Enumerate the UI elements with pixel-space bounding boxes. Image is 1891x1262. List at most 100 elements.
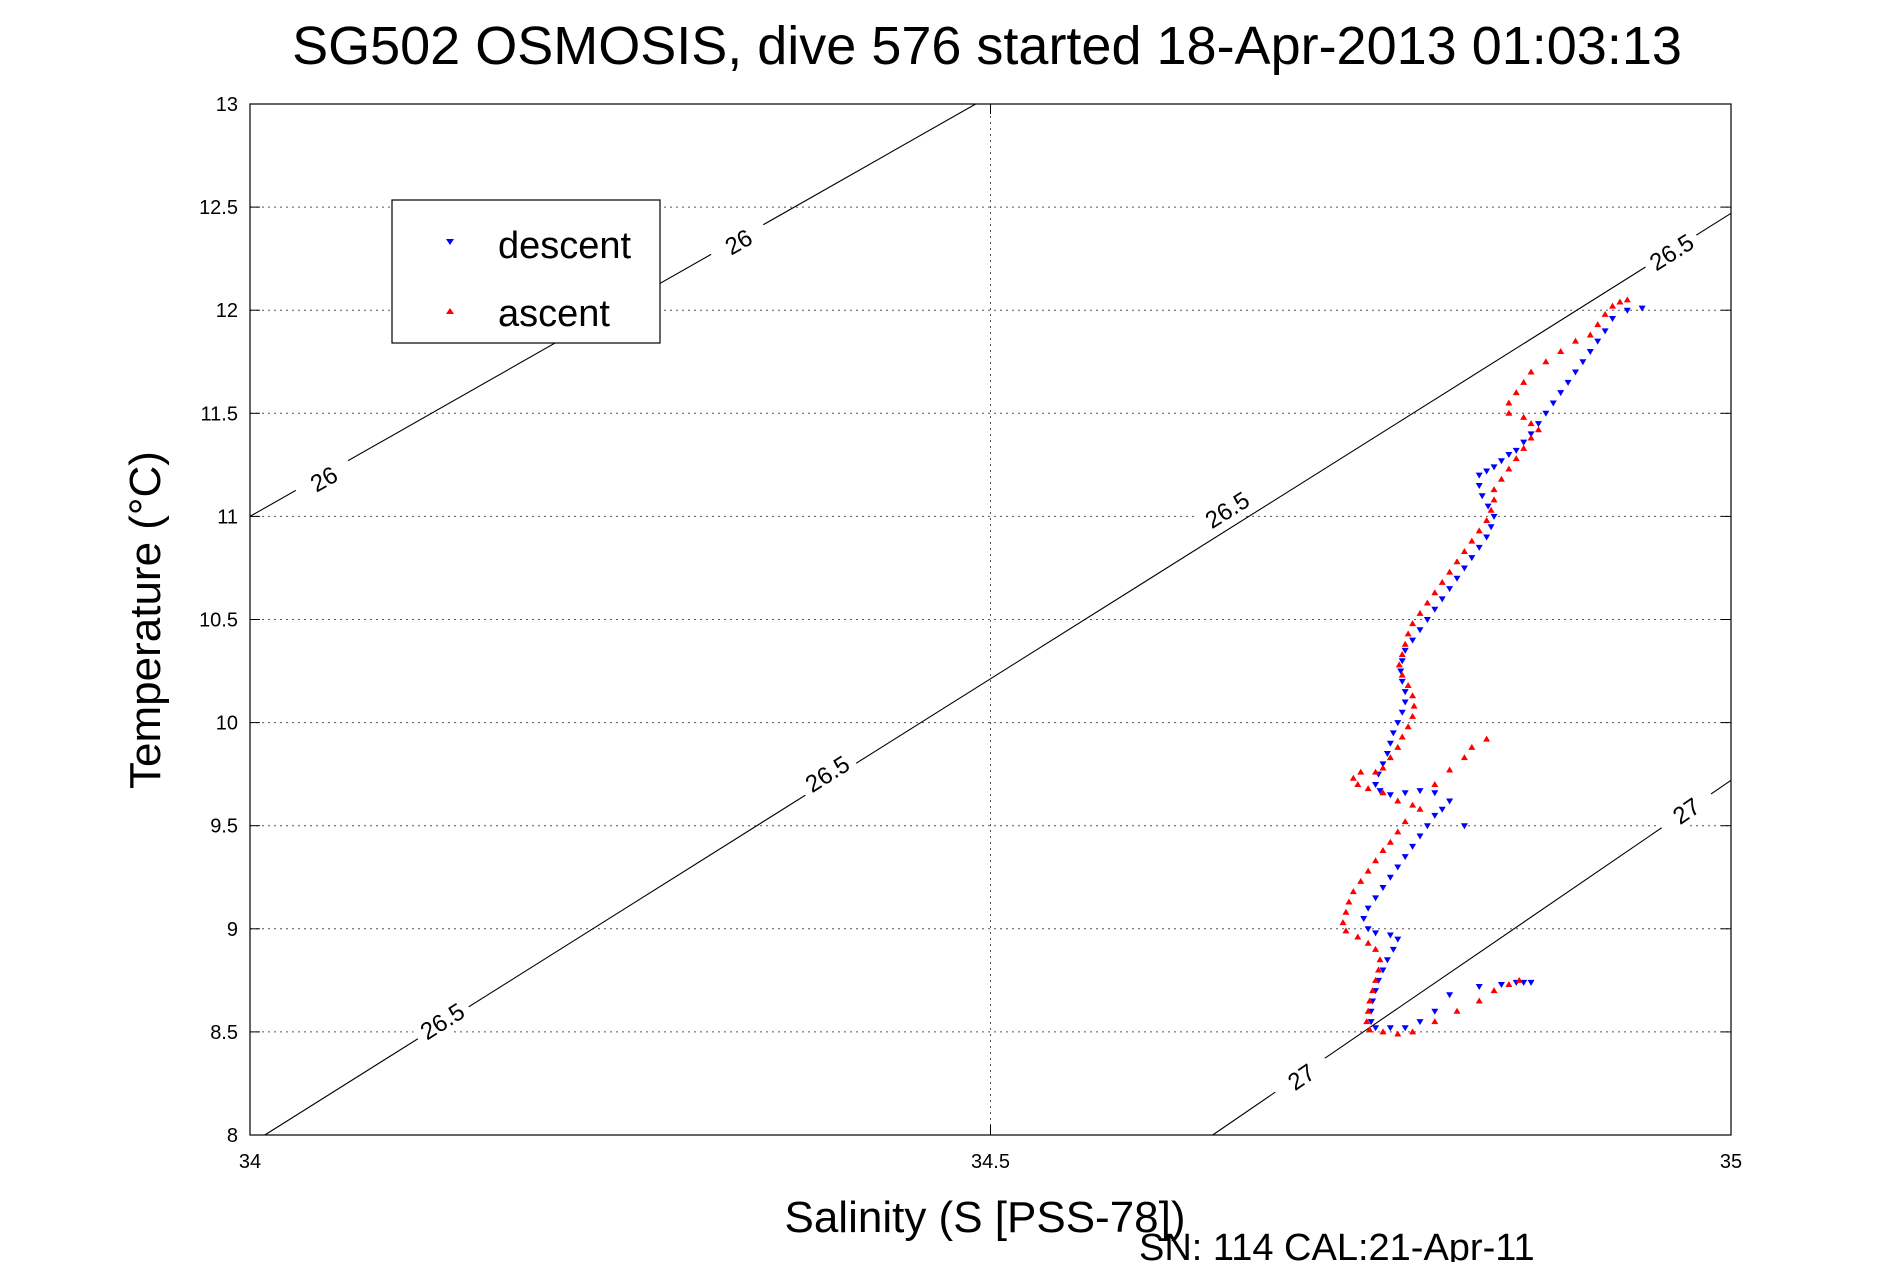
data-point-descent	[1372, 930, 1380, 937]
contour-label-background	[1654, 783, 1719, 839]
data-point-ascent	[1386, 754, 1394, 761]
data-point-descent	[1386, 1025, 1394, 1032]
data-point-ascent	[1431, 780, 1439, 787]
y-tick-label: 12.5	[199, 197, 238, 219]
data-point-ascent	[1379, 846, 1387, 853]
contour-label-background	[706, 216, 772, 269]
y-tick-label: 8	[227, 1125, 238, 1147]
data-point-descent	[1398, 709, 1406, 716]
data-point-descent	[1364, 926, 1372, 933]
data-point-descent	[1416, 627, 1424, 634]
data-point-ascent	[1394, 828, 1402, 835]
data-point-descent	[1372, 781, 1380, 788]
data-point-ascent	[1527, 420, 1535, 427]
data-point-descent	[1383, 751, 1391, 758]
data-point-descent	[1398, 658, 1406, 665]
data-point-descent	[1527, 431, 1535, 438]
data-point-descent	[1512, 447, 1520, 454]
y-tick-label: 10.5	[199, 610, 238, 632]
data-point-ascent	[1398, 651, 1406, 658]
data-point-ascent	[1372, 976, 1380, 983]
data-point-descent	[1386, 740, 1394, 747]
data-point-descent	[1490, 464, 1498, 471]
data-point-ascent	[1416, 805, 1424, 812]
legend-marker-ascent	[446, 308, 454, 314]
y-tick-label: 9	[227, 919, 238, 941]
data-point-descent	[1609, 315, 1617, 322]
data-point-ascent	[1401, 818, 1409, 825]
legend: descent ascent	[391, 199, 661, 344]
data-point-descent	[1401, 854, 1409, 861]
data-point-ascent	[1354, 933, 1362, 940]
data-point-descent	[1468, 555, 1476, 562]
y-tick-label: 11.5	[201, 403, 238, 425]
data-point-ascent	[1520, 444, 1528, 451]
data-point-ascent	[1409, 801, 1417, 808]
data-point-ascent	[1394, 743, 1402, 750]
density-contour-26.5	[264, 212, 1732, 1136]
data-point-descent	[1367, 1019, 1375, 1026]
data-point-ascent	[1386, 838, 1394, 845]
data-point-ascent	[1460, 754, 1468, 761]
data-point-ascent	[1446, 766, 1454, 773]
x-tick-label: 34.5	[971, 1151, 1010, 1173]
data-point-ascent	[1409, 1028, 1417, 1035]
y-tick-label: 8.5	[210, 1022, 238, 1044]
data-point-descent	[1475, 472, 1483, 479]
data-point-descent	[1431, 606, 1439, 613]
data-point-ascent	[1398, 733, 1406, 740]
data-point-ascent	[1534, 426, 1542, 433]
data-point-ascent	[1366, 1026, 1374, 1033]
data-point-descent	[1594, 338, 1602, 345]
data-point-descent	[1389, 946, 1397, 953]
data-point-ascent	[1339, 919, 1347, 926]
data-point-descent	[1394, 720, 1402, 727]
data-point-descent	[1397, 668, 1405, 675]
data-point-ascent	[1375, 966, 1383, 973]
data-point-descent	[1490, 513, 1498, 520]
data-point-descent	[1416, 833, 1424, 840]
data-point-descent	[1379, 761, 1387, 768]
data-point-ascent	[1483, 517, 1491, 524]
data-point-ascent	[1349, 888, 1357, 895]
data-point-descent	[1401, 790, 1409, 797]
data-point-descent	[1431, 1008, 1439, 1015]
data-point-ascent	[1409, 692, 1417, 699]
contour-label-background	[1269, 1049, 1334, 1105]
data-point-ascent	[1364, 867, 1372, 874]
data-point-ascent	[1423, 599, 1431, 606]
y-tick-label: 11	[217, 506, 238, 528]
data-point-descent	[1601, 328, 1609, 335]
legend-entry-descent: descent	[446, 225, 632, 267]
data-point-descent	[1401, 689, 1409, 696]
data-point-ascent	[1571, 337, 1579, 344]
data-point-descent	[1520, 439, 1528, 446]
data-point-ascent	[1364, 1007, 1372, 1014]
y-tick-label: 10	[216, 713, 238, 735]
data-point-ascent	[1527, 368, 1535, 375]
data-point-ascent	[1594, 321, 1602, 328]
data-point-ascent	[1475, 997, 1483, 1004]
data-point-ascent	[1354, 780, 1362, 787]
y-tick-label: 12	[216, 300, 238, 322]
data-point-ascent	[1468, 743, 1476, 750]
data-point-ascent	[1453, 1007, 1461, 1014]
contour-label-background	[410, 994, 475, 1049]
data-point-descent	[1431, 812, 1439, 819]
calibration-footnote: SN: 114 CAL:21-Apr-11	[1139, 1227, 1535, 1262]
data-point-ascent	[1487, 506, 1495, 513]
data-point-ascent	[1520, 378, 1528, 385]
y-tick-label: 9.5	[210, 816, 238, 838]
data-point-descent	[1453, 575, 1461, 582]
data-point-descent	[1527, 979, 1535, 986]
data-point-descent	[1401, 1025, 1409, 1032]
data-point-ascent	[1512, 455, 1520, 462]
data-point-ascent	[1468, 537, 1476, 544]
axis-ticks: 34 34.5 35 8 8.5 9 9.5 10 10.5 11 11.5 12 12.5 13	[199, 94, 1742, 1173]
data-point-descent	[1423, 617, 1431, 623]
data-point-ascent	[1398, 671, 1406, 678]
data-point-descent	[1478, 493, 1486, 500]
data-point-descent	[1394, 936, 1402, 943]
data-point-descent	[1475, 544, 1483, 551]
data-point-ascent	[1379, 789, 1387, 796]
